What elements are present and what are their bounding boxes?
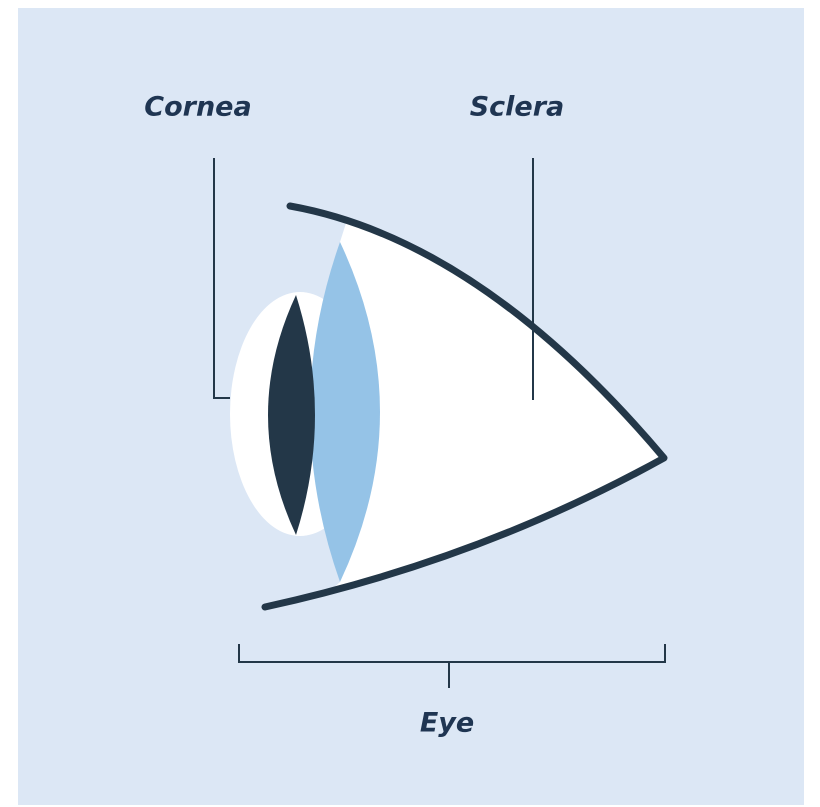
sclera-label: Sclera (470, 92, 565, 123)
diagram: Cornea Sclera Eye (0, 0, 820, 807)
eye-label: Eye (420, 708, 474, 739)
page: {"labels": {"cornea": "Cornea", "sclera"… (0, 0, 820, 807)
cornea-label: Cornea (144, 92, 251, 123)
